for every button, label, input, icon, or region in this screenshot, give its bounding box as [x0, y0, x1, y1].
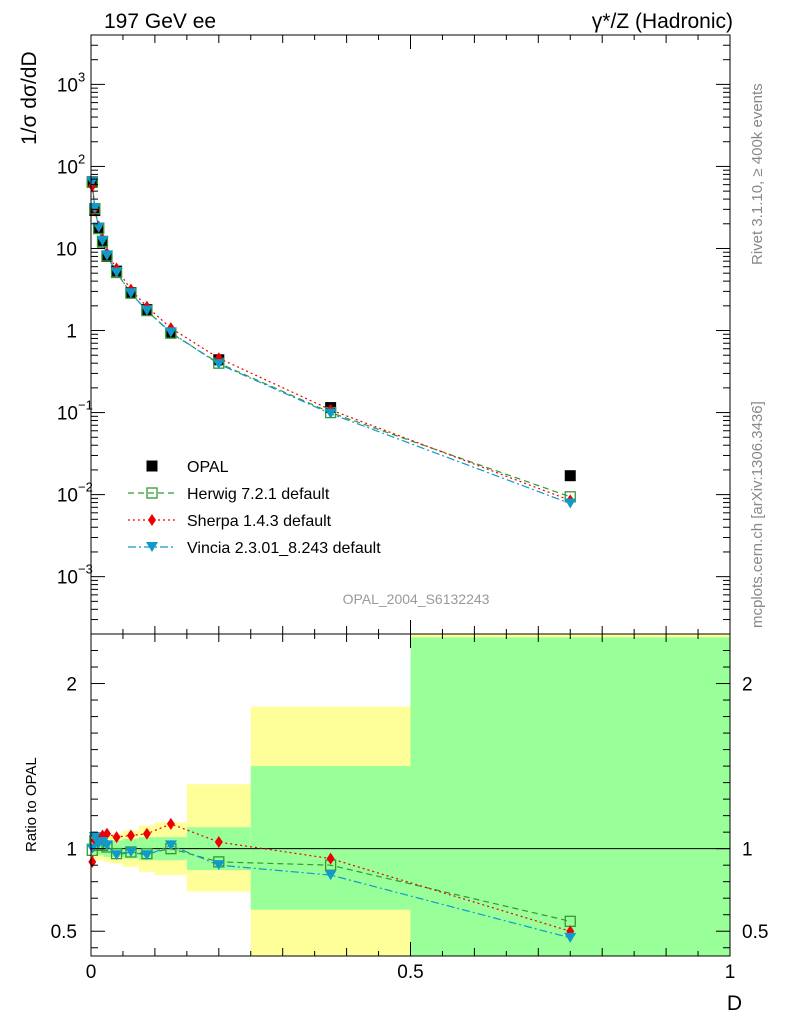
- main-line-herwig: [91, 182, 571, 498]
- analysis-label: OPAL_2004_S6132243: [343, 591, 490, 607]
- main-point-vincia: [164, 327, 177, 338]
- ratio-y-tick-label-left: 2: [66, 675, 77, 696]
- main-y-axis-label: 1/σ dσ/dD: [18, 51, 41, 145]
- legend-marker-sherpa: [148, 514, 156, 526]
- ratio-point-vincia: [212, 860, 225, 871]
- main-y-tick-label: 1: [66, 322, 77, 343]
- main-point-vincia: [92, 222, 105, 233]
- x-axis-label: D: [727, 992, 742, 1015]
- main-point-opal: [564, 470, 576, 482]
- ratio-point-vincia: [100, 840, 113, 851]
- main-plot-series: [86, 176, 577, 509]
- ratio-point-vincia: [88, 832, 101, 843]
- legend-label-herwig: Herwig 7.2.1 default: [187, 486, 330, 503]
- ratio-point-sherpa: [112, 831, 121, 844]
- main-y-tick-exponent: −1: [78, 398, 93, 413]
- main-point-vincia: [100, 250, 113, 261]
- main-point-vincia: [140, 305, 153, 316]
- ratio-point-sherpa: [326, 852, 335, 865]
- ratio-band-inner: [250, 766, 411, 910]
- legend-marker-opal: [146, 460, 158, 472]
- ratio-point-vincia: [140, 850, 153, 861]
- ratio-point-sherpa: [214, 836, 223, 849]
- legend-marker-herwig: [146, 487, 158, 499]
- x-tick-label: 0: [86, 962, 97, 983]
- main-y-tick-exponent: 3: [78, 69, 85, 84]
- main-y-tick-label: 10: [57, 157, 78, 178]
- side-text-bottom: mcplots.cern.ch [arXiv:1306.3436]: [749, 401, 766, 628]
- legend-label-opal: OPAL: [187, 459, 229, 476]
- ratio-point-vincia: [564, 932, 577, 943]
- ratio-point-sherpa: [142, 827, 151, 840]
- ratio-point-sherpa: [102, 827, 111, 840]
- ratio-point-vincia: [124, 846, 137, 857]
- ratio-band-inner: [410, 637, 730, 956]
- x-tick-label: 1: [725, 962, 736, 983]
- main-y-tick-exponent: 2: [78, 151, 85, 166]
- legend-marker-vincia: [146, 542, 158, 552]
- main-line-sherpa: [91, 185, 571, 501]
- ratio-y-tick-label-right: 1: [742, 840, 753, 861]
- legend: OPAL Herwig 7.2.1 default Sherpa 1.4.3 def…: [128, 459, 381, 557]
- left-title: 197 GeV ee: [104, 10, 216, 33]
- ratio-y-tick-label-right: 0.5: [742, 922, 768, 943]
- main-y-tick-exponent: −3: [78, 562, 93, 577]
- main-y-tick-label: 10: [57, 568, 78, 589]
- ratio-point-vincia: [110, 850, 123, 861]
- ratio-y-tick-label-left: 0.5: [51, 922, 77, 943]
- ratio-y-tick-label-left: 1: [66, 840, 77, 861]
- ratio-y-tick-label-right: 2: [742, 675, 753, 696]
- main-point-vincia: [324, 408, 337, 419]
- side-text-top: Rivet 3.1.10, ≥ 400k events: [749, 83, 766, 265]
- main-point-vincia: [110, 267, 123, 278]
- main-line-vincia: [91, 181, 571, 505]
- main-y-tick-exponent: −2: [78, 480, 93, 495]
- legend-label-vincia: Vincia 2.3.01_8.243 default: [187, 540, 381, 557]
- main-point-vincia: [212, 359, 225, 370]
- ratio-point-vincia: [164, 840, 177, 851]
- main-point-vincia: [88, 203, 101, 214]
- legend-label-sherpa: Sherpa 1.4.3 default: [187, 513, 332, 530]
- ratio-point-sherpa: [166, 817, 175, 830]
- main-y-tick-label: 10: [56, 239, 77, 260]
- main-point-vincia: [564, 498, 577, 509]
- x-tick-label: 0.5: [397, 962, 423, 983]
- ratio-y-axis-label: Ratio to OPAL: [23, 757, 40, 852]
- right-title: γ*/Z (Hadronic): [592, 10, 733, 33]
- ratio-point-vincia: [324, 870, 337, 881]
- main-y-tick-label: 10: [57, 75, 78, 96]
- main-point-vincia: [124, 288, 137, 299]
- ratio-uncertainty-bands: [91, 634, 730, 956]
- ratio-plot-series: [86, 817, 577, 943]
- main-y-tick-label: 10: [57, 404, 78, 425]
- main-y-tick-label: 10: [57, 486, 78, 507]
- ratio-point-sherpa: [126, 829, 135, 842]
- main-point-vincia: [96, 235, 109, 246]
